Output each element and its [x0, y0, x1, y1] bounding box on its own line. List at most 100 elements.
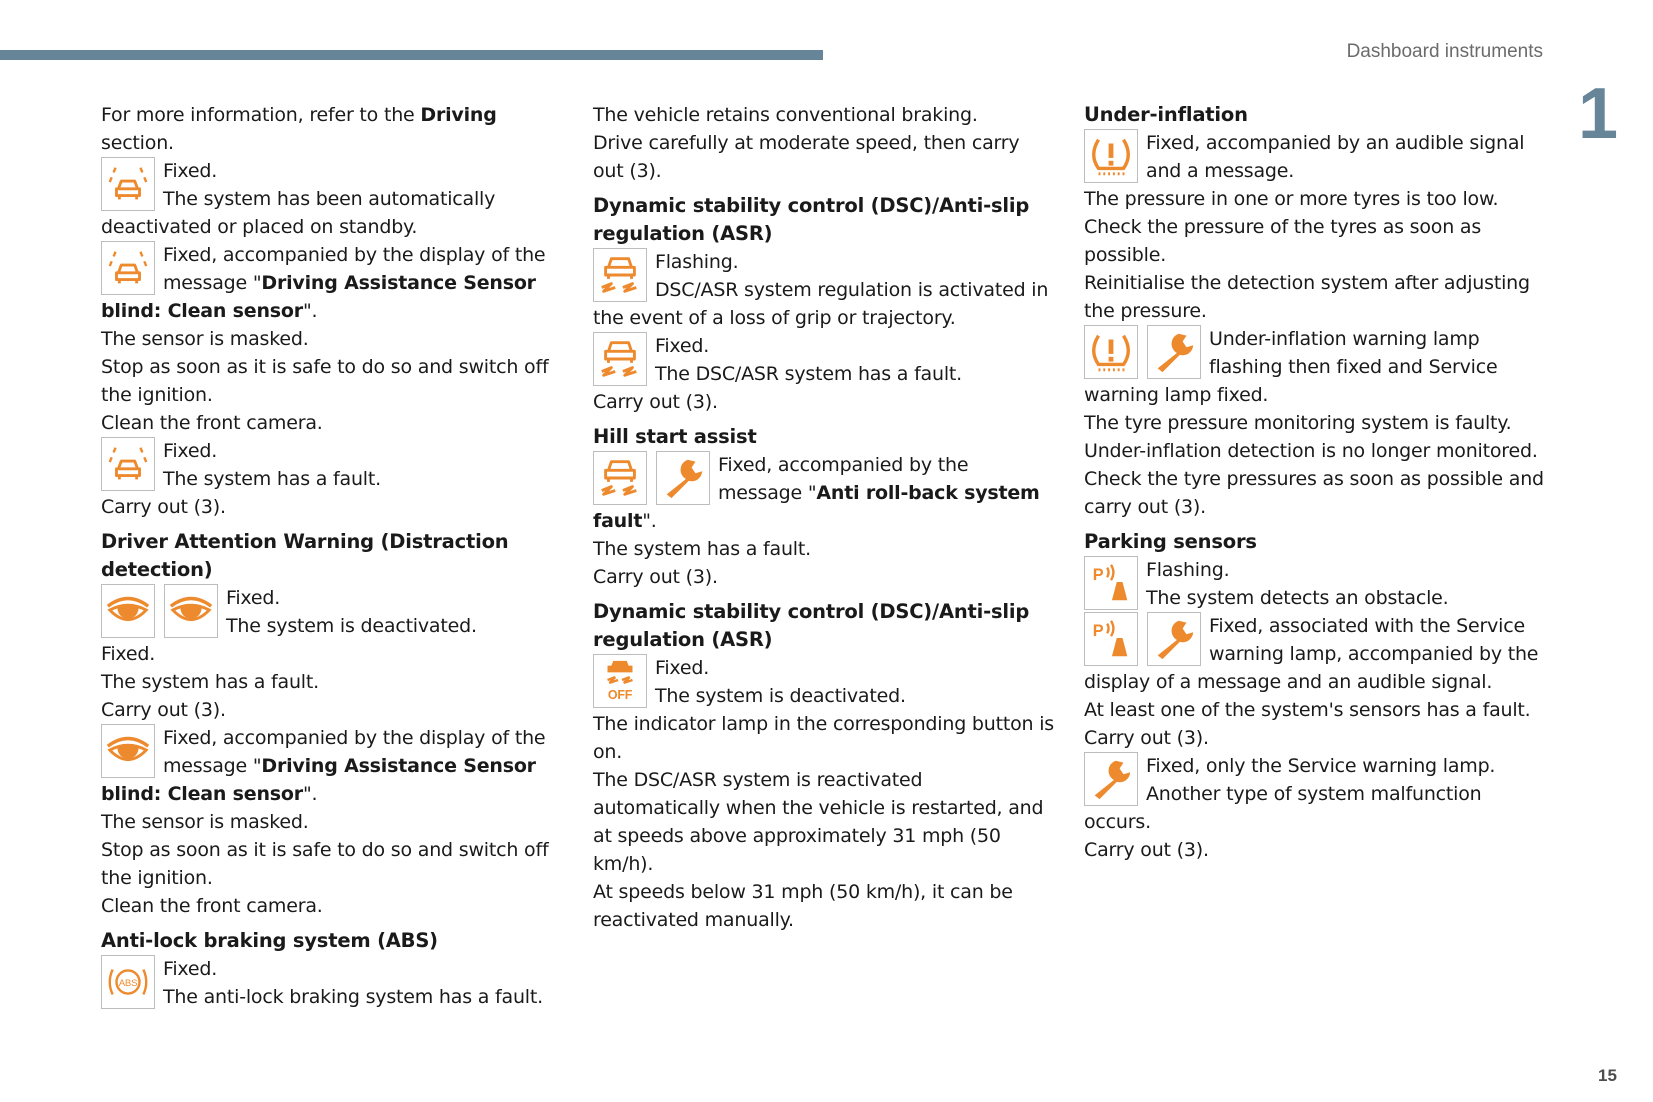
section-heading: Anti-lock braking system (ABS)	[101, 929, 438, 952]
abs-label: ABS	[119, 978, 138, 989]
text-run: Fixed, accompanied by the display of the…	[163, 727, 546, 777]
lamp-description: The system is deactivated.	[101, 612, 563, 640]
lamp-description: Fixed.	[593, 332, 1055, 360]
lamp-description: Fixed, accompanied by the message "Anti …	[593, 451, 1055, 535]
text-run: The system has a fault.	[101, 671, 319, 693]
paragraph: For more information, refer to the Drivi…	[101, 101, 563, 157]
lamp-description: Fixed.	[101, 157, 563, 185]
bold-text: Driving Assistance Sensor blind: Clean s…	[101, 755, 536, 805]
paragraph: Drive carefully at moderate speed, then …	[593, 129, 1055, 185]
paragraph: Reinitialise the detection system after …	[1084, 269, 1546, 325]
paragraph: The sensor is masked.	[101, 808, 563, 836]
text-run: The system is deactivated.	[655, 685, 906, 707]
text-run: The system has a fault.	[163, 468, 381, 490]
lamp-description: Fixed.	[101, 584, 563, 612]
page-number: 15	[1598, 1066, 1617, 1085]
text-run: The system detects an obstacle.	[1146, 587, 1449, 609]
text-run: The DSC/ASR system is reactivated automa…	[593, 769, 1044, 875]
paragraph: Fixed.	[101, 640, 563, 668]
bold-text: Anti roll-back system fault	[593, 482, 1040, 532]
warning-lamp-icons	[101, 437, 155, 491]
lamp-description: The system has been automatically deacti…	[101, 185, 563, 241]
chapter-number: 1	[1578, 74, 1619, 154]
text-run: Fixed.	[655, 335, 710, 357]
text-run: The anti-lock braking system has a fault…	[163, 986, 543, 1008]
parking-sensor-icon: P	[1084, 556, 1138, 610]
off-label: OFF	[608, 688, 633, 702]
text-run: Fixed.	[163, 958, 218, 980]
paragraph: The pressure in one or more tyres is too…	[1084, 185, 1546, 213]
text-run: ".	[302, 783, 318, 805]
text-run: The system has been automatically deacti…	[101, 188, 496, 238]
wrench-icon	[1147, 325, 1201, 379]
lamp-description: Fixed, accompanied by the display of the…	[101, 241, 563, 325]
lamp-description: The system detects an obstacle.	[1084, 584, 1546, 612]
warning-lamp-icons	[593, 248, 647, 302]
text-run: Fixed.	[163, 160, 218, 182]
dsc-off-icon: OFF	[593, 654, 647, 708]
lamp-description: Fixed, accompanied by an audible signal …	[1084, 129, 1546, 185]
text-run: The indicator lamp in the corresponding …	[593, 713, 1054, 763]
paragraph: The tyre pressure monitoring system is f…	[1084, 409, 1546, 437]
text-run: Reinitialise the detection system after …	[1084, 272, 1530, 322]
paragraph: Stop as soon as it is safe to do so and …	[101, 836, 563, 892]
text-run: Carry out (3).	[101, 496, 226, 518]
section-title: Dashboard instruments	[1346, 41, 1543, 62]
warning-lamp-icons	[1084, 129, 1138, 183]
text-run: ".	[642, 510, 657, 532]
dsc-icon	[593, 248, 647, 302]
lamp-description: Fixed, accompanied by the display of the…	[101, 724, 563, 808]
warning-lamp-icons: ABS	[101, 955, 155, 1009]
paragraph: The sensor is masked.	[101, 325, 563, 353]
dsc-icon	[593, 451, 647, 505]
lamp-description: Fixed.	[101, 955, 563, 983]
section-heading: Driver Attention Warning (Distraction de…	[101, 530, 509, 581]
paragraph: Clean the front camera.	[101, 409, 563, 437]
bold-text: Driving	[420, 104, 497, 126]
lamp-description: DSC/ASR system regulation is activated i…	[593, 276, 1055, 332]
lamp-description: Under-inflation warning lamp flashing th…	[1084, 325, 1546, 409]
text-run: DSC/ASR system regulation is activated i…	[593, 279, 1049, 329]
text-run: The vehicle retains conventional braking…	[593, 104, 978, 126]
section-heading: Parking sensors	[1084, 530, 1257, 553]
eye-icon	[101, 724, 155, 778]
text-run: Carry out (3).	[1084, 727, 1209, 749]
eye-icon	[101, 584, 155, 638]
text-run: Carry out (3).	[593, 566, 718, 588]
text-run: Carry out (3).	[593, 391, 718, 413]
section-heading: Dynamic stability control (DSC)/Anti-sli…	[593, 600, 1030, 651]
warning-lamp-icons	[101, 724, 155, 778]
paragraph: Carry out (3).	[1084, 836, 1546, 864]
lamp-description: Fixed, associated with the Service warni…	[1084, 612, 1546, 696]
text-run: The sensor is masked.	[101, 811, 309, 833]
lamp-description: The system is deactivated.	[593, 682, 1055, 710]
text-run: Stop as soon as it is safe to do so and …	[101, 356, 549, 406]
wrench-icon	[1147, 612, 1201, 666]
paragraph: Carry out (3).	[1084, 724, 1546, 752]
paragraph: Stop as soon as it is safe to do so and …	[101, 353, 563, 409]
warning-lamp-icons: P	[1084, 612, 1201, 666]
text-run: Fixed, associated with the Service warni…	[1084, 615, 1539, 693]
header-bar	[0, 50, 823, 60]
text-run: The pressure in one or more tyres is too…	[1084, 188, 1499, 210]
text-run: Carry out (3).	[101, 699, 226, 721]
parking-sensor-icon: P	[1084, 612, 1138, 666]
paragraph: Carry out (3).	[593, 388, 1055, 416]
paragraph: Carry out (3).	[593, 563, 1055, 591]
paragraph: Clean the front camera.	[101, 892, 563, 920]
wrench-icon	[656, 451, 710, 505]
park-label: P	[1093, 622, 1104, 640]
warning-lamp-icons	[1084, 325, 1201, 379]
bold-text: Driving Assistance Sensor blind: Clean s…	[101, 272, 536, 322]
lamp-description: Fixed, only the Service warning lamp.	[1084, 752, 1546, 780]
paragraph: The indicator lamp in the corresponding …	[593, 710, 1055, 766]
text-run: Stop as soon as it is safe to do so and …	[101, 839, 549, 889]
text-run: Clean the front camera.	[101, 412, 323, 434]
park-label: P	[1093, 566, 1104, 584]
lamp-description: Another type of system malfunction occur…	[1084, 780, 1546, 836]
text-run: Check the tyre pressures as soon as poss…	[1084, 468, 1544, 518]
paragraph: Check the pressure of the tyres as soon …	[1084, 213, 1546, 269]
paragraph: The vehicle retains conventional braking…	[593, 101, 1055, 129]
lamp-description: The anti-lock braking system has a fault…	[101, 983, 563, 1011]
tyre-pressure-icon	[1084, 325, 1138, 379]
